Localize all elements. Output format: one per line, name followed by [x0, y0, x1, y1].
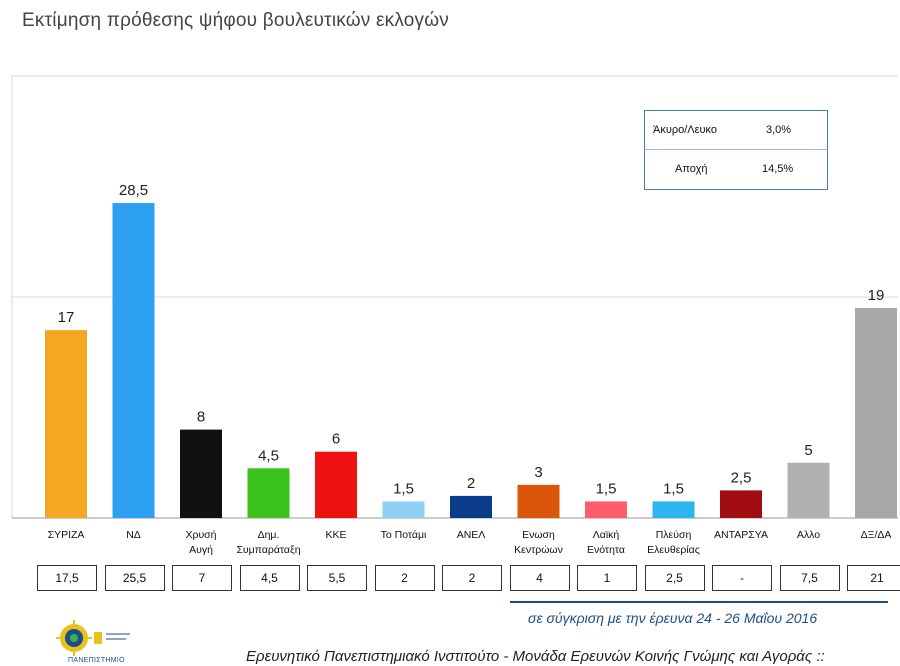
category-label-3-0: Δημ. — [258, 529, 280, 541]
bar-3 — [247, 468, 290, 518]
comparison-value-5: 2 — [374, 565, 435, 591]
category-label-1: ΝΔ — [126, 529, 141, 541]
category-label-7-1: Κεντρώων — [514, 544, 563, 556]
comparison-value-10: - — [712, 565, 772, 591]
comparison-value-0: 17,5 — [37, 565, 97, 591]
comparison-note: σε σύγκριση με την έρευνα 24 - 26 Μαΐου … — [528, 610, 818, 626]
value-label-12: 19 — [868, 287, 885, 304]
bar-8 — [585, 501, 627, 518]
comparison-value-2: 7 — [172, 565, 232, 591]
category-label-0: ΣΥΡΙΖΑ — [48, 529, 85, 541]
category-label-8-1: Ενότητα — [587, 544, 625, 556]
legend-value-invalid: 3,0% — [766, 124, 792, 136]
value-label-5: 1,5 — [393, 480, 414, 497]
bar-4 — [315, 451, 357, 518]
bar-6 — [450, 495, 492, 518]
value-label-8: 1,5 — [596, 480, 617, 497]
category-label-12: ΔΞ/ΔΑ — [861, 529, 892, 541]
category-label-8-0: Λαϊκή — [593, 529, 620, 541]
value-label-0: 17 — [58, 309, 75, 326]
legend-box: Άκυρο/Λευκο 3,0% Αποχή 14,5% — [644, 110, 828, 190]
comparison-value-4: 5,5 — [307, 565, 367, 591]
category-label-3-1: Συμπαράταξη — [236, 544, 300, 556]
value-label-4: 6 — [332, 431, 340, 448]
footnote-divider — [510, 601, 888, 603]
footer-institute: Ερευνητικό Πανεπιστημιακό Ινστιτούτο - Μ… — [246, 648, 825, 665]
legend-label-abstention: Αποχή — [675, 163, 708, 175]
chart-title: Εκτίμηση πρόθεσης ψήφου βουλευτικών εκλο… — [22, 10, 449, 31]
comparison-value-9: 2,5 — [644, 565, 705, 591]
legend-label-invalid: Άκυρο/Λευκο — [653, 124, 718, 136]
value-label-6: 2 — [467, 475, 475, 492]
category-label-9-1: Ελευθερίας — [647, 544, 700, 556]
comparison-value-3: 4,5 — [239, 565, 300, 591]
value-label-1: 28,5 — [119, 182, 148, 199]
legend-value-abstention: 14,5% — [762, 163, 794, 175]
bar-10 — [720, 490, 762, 518]
category-label-6: ΑΝΕΛ — [457, 529, 486, 541]
value-label-11: 5 — [804, 442, 812, 459]
legend-divider — [645, 149, 827, 150]
comparison-value-11: 7,5 — [779, 565, 840, 591]
value-label-7: 3 — [534, 464, 542, 481]
category-label-5: Το Ποτάμι — [381, 529, 427, 541]
bar-chart: 17 ΣΥΡΙΖΑ 28,5 ΝΔ 8 Χρυσή Αυγή 4,5 Δημ. Συμπαράτα… — [11, 75, 898, 556]
value-label-3: 4,5 — [258, 447, 279, 464]
comparison-value-6: 2 — [442, 565, 502, 591]
category-label-2-1: Αυγή — [189, 544, 213, 556]
comparison-value-12: 21 — [847, 565, 900, 591]
comparison-value-8: 1 — [577, 565, 637, 591]
legend-row-abstention: Αποχή 14,5% — [645, 150, 827, 188]
bar-7 — [517, 484, 560, 518]
category-label-4: ΚΚΕ — [325, 529, 346, 541]
category-label-7-0: Ενωση — [522, 529, 555, 541]
value-label-9: 1,5 — [663, 480, 684, 497]
university-logo-icon — [56, 620, 130, 656]
category-label-11: Αλλο — [797, 529, 820, 541]
comparison-value-7: 4 — [509, 565, 570, 591]
category-label-9-0: Πλεύση — [656, 529, 692, 541]
legend-row-invalid: Άκυρο/Λευκο 3,0% — [645, 111, 827, 149]
category-label-2-0: Χρυσή — [185, 529, 216, 541]
bar-0 — [45, 330, 87, 518]
bar-1 — [112, 203, 155, 518]
bar-12 — [855, 308, 897, 518]
value-label-10: 2,5 — [731, 469, 752, 486]
bar-5 — [382, 501, 425, 518]
bar-11 — [787, 462, 830, 518]
bar-2 — [180, 429, 222, 518]
bar-9 — [652, 501, 695, 518]
logo-text: ΠΑΝΕΠΙΣΤΗΜΙΟ — [68, 657, 125, 664]
comparison-value-1: 25,5 — [104, 565, 165, 591]
category-label-10: ΑΝΤΑΡΣΥΑ — [714, 529, 768, 541]
value-label-2: 8 — [197, 409, 205, 426]
